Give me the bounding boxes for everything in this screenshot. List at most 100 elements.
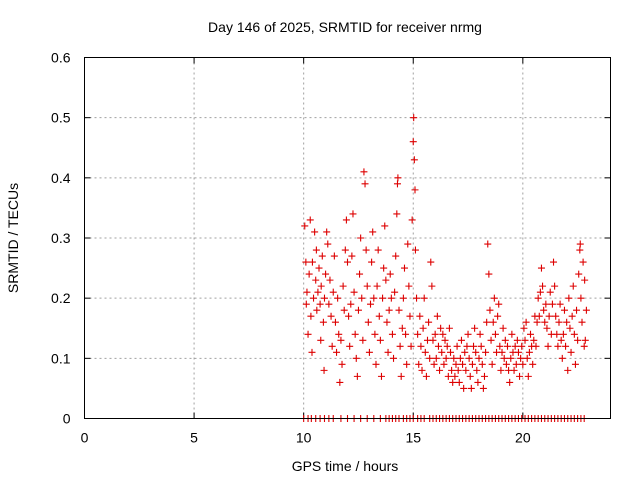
data-point [323,228,331,236]
data-point [542,300,550,308]
data-point [494,312,502,320]
data-point [308,258,316,266]
data-point [567,348,575,356]
data-point [348,252,356,260]
data-point [374,246,382,254]
data-point [501,336,509,344]
data-point [554,342,562,350]
data-point [514,348,522,356]
data-point [562,342,570,350]
data-point [442,354,450,362]
data-point [302,258,310,266]
data-point [552,312,560,320]
data-point [429,336,437,344]
data-point [383,318,391,326]
data-point [405,282,413,290]
data-point [420,294,428,302]
data-point [459,360,467,368]
data-point [510,366,518,374]
data-point [411,186,419,194]
data-point [582,306,590,314]
data-point [455,378,463,386]
data-point [337,336,345,344]
data-point [324,240,332,248]
data-point [527,330,535,338]
data-point [569,282,577,290]
data-point [448,366,456,374]
data-point [330,252,338,260]
data-point [465,354,473,362]
data-point [489,318,497,326]
data-point [449,378,457,386]
data-point [376,336,384,344]
data-point [369,228,377,236]
data-point [453,342,461,350]
data-point [341,246,349,254]
data-point [513,336,521,344]
data-point [520,324,528,332]
data-point [360,168,368,176]
data-point [559,330,567,338]
data-point [310,294,318,302]
data-point [438,348,446,356]
data-point [464,330,472,338]
data-point [409,138,417,146]
x-tick-label: 20 [515,430,531,446]
y-tick-label: 0.2 [51,290,71,306]
data-point [375,312,383,320]
data-point [568,312,576,320]
data-point [414,330,422,338]
data-point [451,372,459,380]
data-point [484,240,492,248]
data-point [382,276,390,284]
y-axis-label: SRMTID / TECUs [5,183,21,293]
data-point [358,294,366,302]
data-point [539,282,547,290]
data-point [529,360,537,368]
data-point [339,282,347,290]
data-point [396,342,404,350]
data-points [300,114,590,422]
data-point [301,222,309,230]
data-point [391,288,399,296]
data-point [411,246,419,254]
x-tick-label: 5 [190,430,198,446]
data-point [403,360,411,368]
data-point [440,360,448,368]
data-point [344,258,351,266]
data-point [379,294,387,302]
data-point [536,288,544,296]
data-point [422,372,430,380]
y-tick-label: 0.3 [51,230,71,246]
data-point [380,264,388,272]
data-point [356,270,364,278]
data-point [571,360,579,368]
data-point [338,360,346,368]
data-point [485,270,493,278]
data-point [368,258,376,266]
data-point [555,318,563,326]
data-point [496,342,504,350]
data-point [460,384,468,392]
data-point [408,216,416,224]
data-point [565,294,573,302]
data-point [457,336,465,344]
data-point [581,336,589,344]
data-point [581,276,589,284]
data-point [328,342,336,350]
data-point [365,348,373,356]
data-point [476,330,484,338]
data-point [367,300,375,308]
data-point [361,180,369,188]
data-point [425,318,433,326]
data-point [364,318,372,326]
data-point [312,246,320,254]
data-point [530,336,538,344]
data-point [450,354,458,362]
data-point [512,360,520,368]
data-point [506,378,514,386]
data-point [352,354,360,362]
data-point [541,318,549,326]
data-point [557,336,565,344]
